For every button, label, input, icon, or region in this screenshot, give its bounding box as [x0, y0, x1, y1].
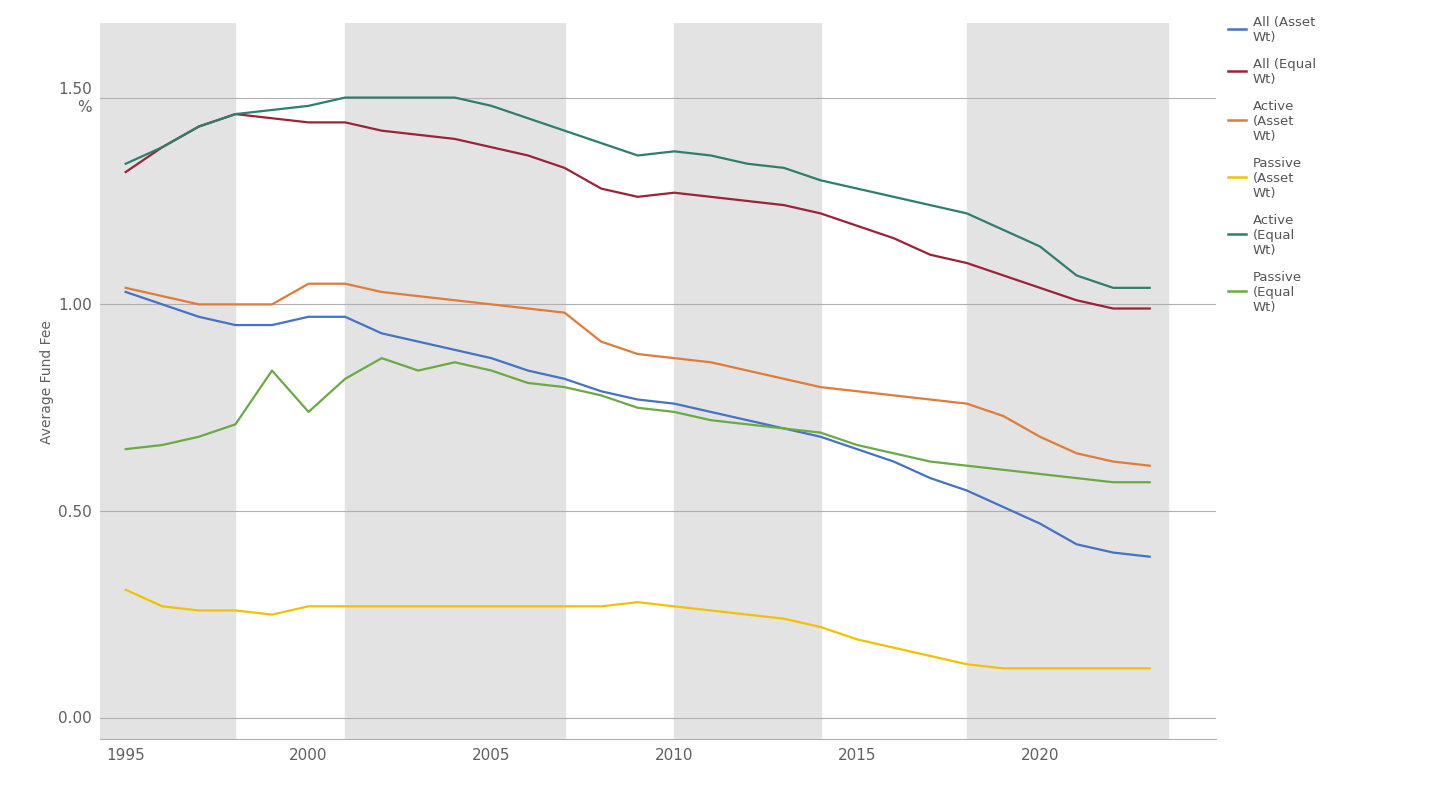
Bar — [967, 24, 1168, 739]
Bar — [345, 24, 565, 739]
Bar — [675, 24, 821, 739]
Legend: All (Asset
Wt), All (Equal
Wt), Active
(Asset
Wt), Passive
(Asset
Wt), Active
(E: All (Asset Wt), All (Equal Wt), Active (… — [1228, 16, 1316, 313]
Y-axis label: Average Fund Fee: Average Fund Fee — [40, 320, 54, 443]
Bar — [100, 24, 236, 739]
